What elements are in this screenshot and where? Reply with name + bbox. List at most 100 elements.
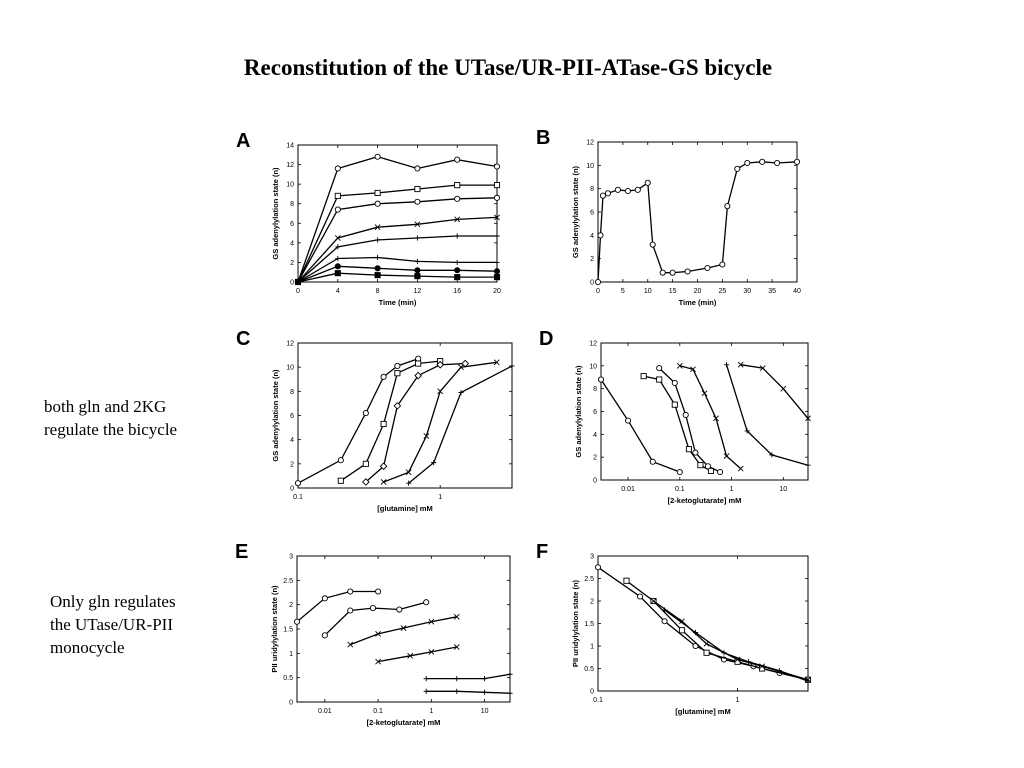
x-tick-label: 10 bbox=[779, 486, 787, 493]
plot-frame bbox=[600, 342, 809, 481]
plot-frame bbox=[296, 555, 511, 703]
data-series bbox=[406, 363, 515, 486]
plot-frame bbox=[297, 144, 498, 283]
x-tick-label: 30 bbox=[743, 288, 751, 295]
data-point bbox=[493, 268, 501, 275]
y-tick-label: 10 bbox=[286, 365, 294, 372]
chart-panel-e: E 0 0.5 1 1.5 2 2.5 3 0.01 0.1 1 10 [2-ketoglutarate… bbox=[235, 541, 513, 727]
data-point bbox=[458, 389, 464, 396]
y-tick-label: 6 bbox=[593, 409, 597, 416]
data-series bbox=[737, 361, 811, 422]
y-axis-label: GS adenylylation state (n) bbox=[271, 167, 280, 260]
x-tick-label: 4 bbox=[336, 288, 340, 295]
series-line bbox=[426, 690, 511, 694]
data-series bbox=[623, 577, 812, 683]
x-tick-label: 16 bbox=[453, 288, 461, 295]
series-line bbox=[377, 646, 457, 663]
data-point bbox=[493, 194, 501, 201]
data-point bbox=[719, 261, 726, 268]
panel-letter: E bbox=[235, 541, 248, 563]
data-point bbox=[454, 182, 461, 189]
data-point bbox=[379, 462, 388, 471]
data-point bbox=[692, 449, 699, 456]
data-point bbox=[624, 187, 631, 195]
x-tick-label: 35 bbox=[768, 288, 776, 295]
y-axis-label: PII uridylylation state (n) bbox=[270, 585, 279, 673]
y-tick-label: 0 bbox=[590, 689, 594, 696]
x-tick-label: 1 bbox=[736, 697, 740, 704]
data-point bbox=[671, 379, 678, 387]
data-point bbox=[335, 244, 341, 250]
series-line bbox=[653, 600, 809, 681]
series-line bbox=[297, 265, 498, 283]
data-point bbox=[454, 233, 460, 239]
x-axis-label: Time (min) bbox=[379, 298, 417, 307]
data-point bbox=[805, 462, 811, 468]
data-point bbox=[337, 457, 344, 464]
data-point bbox=[374, 153, 381, 160]
series-line bbox=[383, 361, 497, 483]
data-point bbox=[414, 185, 421, 193]
data-point bbox=[375, 254, 381, 261]
series-line bbox=[626, 580, 809, 681]
y-tick-label: 0 bbox=[290, 280, 294, 287]
series-line bbox=[297, 216, 498, 283]
chart-panel-f: F 0 0.5 1 1.5 2 2.5 3 0.1 1 [glutamine] mM PII urid… bbox=[536, 541, 812, 716]
data-point bbox=[481, 689, 488, 695]
data-point bbox=[396, 606, 403, 613]
data-point bbox=[656, 376, 663, 383]
chart-panel-c: C 0 2 4 6 8 10 12 0.1 1 [glutamine] mM GS adenylyla… bbox=[236, 328, 515, 513]
data-point bbox=[723, 362, 730, 368]
series-line bbox=[365, 362, 466, 483]
data-point bbox=[454, 216, 461, 223]
series-line bbox=[600, 379, 681, 473]
data-point bbox=[650, 598, 657, 604]
y-tick-label: 2 bbox=[290, 260, 294, 267]
data-series bbox=[293, 588, 382, 625]
data-point bbox=[701, 390, 708, 397]
data-point bbox=[734, 165, 741, 172]
note-bicycle-line: regulate the bicycle bbox=[44, 420, 178, 439]
data-point bbox=[334, 192, 341, 199]
data-point bbox=[634, 186, 641, 193]
data-point bbox=[454, 274, 461, 281]
data-point bbox=[625, 417, 632, 424]
series-line bbox=[740, 364, 809, 419]
x-tick-label: 8 bbox=[376, 288, 380, 295]
x-tick-label: 10 bbox=[481, 708, 489, 715]
data-point bbox=[414, 165, 421, 172]
x-tick-label: 1 bbox=[429, 708, 433, 715]
y-tick-label: 0 bbox=[290, 486, 294, 493]
series-line bbox=[597, 566, 809, 681]
y-axis-label: GS adenylylation state (n) bbox=[271, 369, 280, 462]
data-series bbox=[361, 359, 470, 486]
data-point bbox=[594, 564, 602, 571]
x-axis-label: Time (min) bbox=[679, 298, 717, 307]
data-point bbox=[431, 460, 437, 466]
y-tick-label: 8 bbox=[290, 389, 294, 396]
y-tick-label: 2.5 bbox=[584, 576, 594, 583]
y-tick-label: 4 bbox=[290, 437, 294, 444]
data-point bbox=[374, 200, 381, 207]
data-point bbox=[321, 595, 328, 602]
data-point bbox=[623, 577, 630, 584]
data-point bbox=[454, 688, 460, 694]
data-series bbox=[640, 373, 715, 474]
data-series bbox=[650, 598, 811, 683]
data-point bbox=[759, 365, 766, 372]
data-point bbox=[776, 668, 783, 674]
data-point bbox=[334, 206, 341, 213]
data-point bbox=[678, 627, 686, 634]
data-point bbox=[362, 410, 369, 417]
data-point bbox=[335, 255, 341, 262]
y-tick-label: 10 bbox=[286, 182, 294, 189]
data-point bbox=[423, 676, 429, 682]
data-point bbox=[454, 195, 461, 202]
data-point bbox=[394, 362, 401, 370]
data-point bbox=[428, 648, 435, 655]
y-tick-label: 10 bbox=[586, 163, 594, 170]
y-tick-label: 8 bbox=[593, 386, 597, 393]
data-point bbox=[423, 688, 429, 694]
chart-panel-b: B 0 2 4 6 8 10 12 0 5 10 15 20 25 30 35 40 Time (min) GS a… bbox=[536, 127, 801, 307]
data-series bbox=[337, 358, 444, 484]
